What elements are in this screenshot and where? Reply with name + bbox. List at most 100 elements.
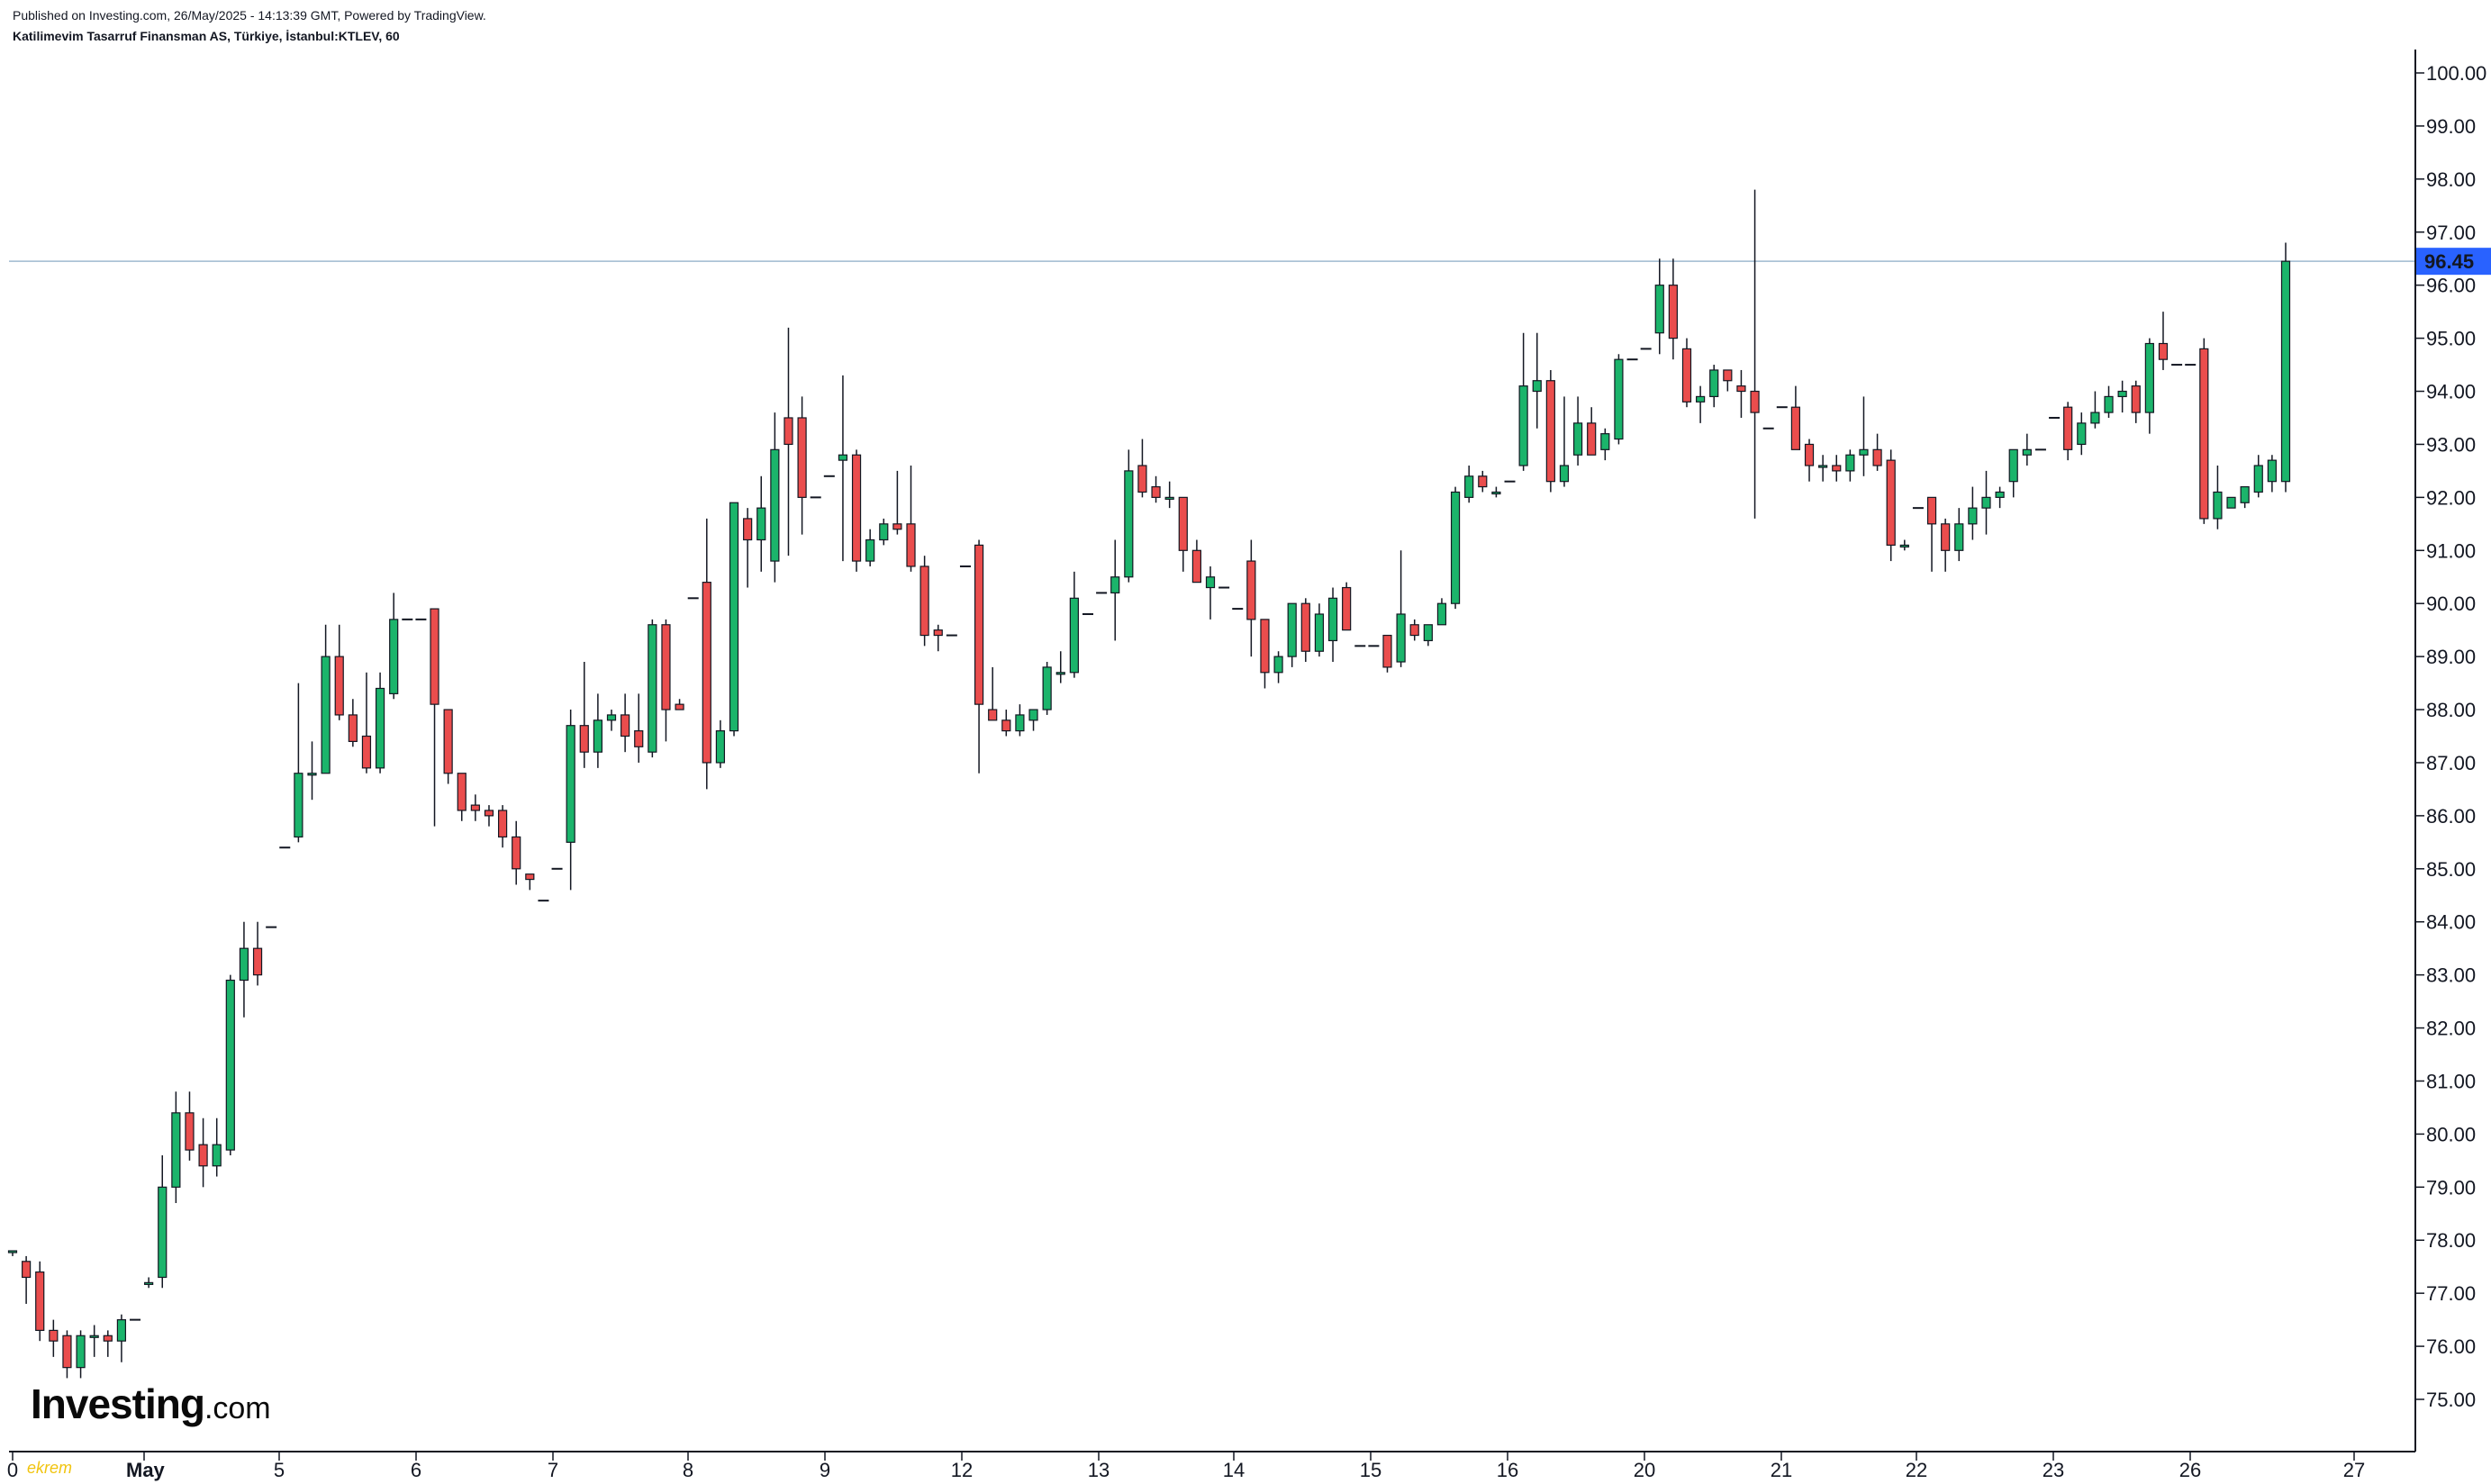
y-tick-label: 85.00	[2426, 858, 2476, 881]
candle-body-down	[1926, 496, 1937, 525]
candle	[634, 693, 644, 763]
candle-body-down	[1178, 496, 1188, 551]
y-tick-label: 84.00	[2426, 911, 2476, 934]
candle-body-up	[1818, 465, 1828, 468]
x-tick-label: 8	[683, 1459, 693, 1481]
candle-body-up	[1518, 385, 1528, 466]
candle	[2267, 455, 2277, 493]
candle-body-up	[593, 719, 602, 753]
candle	[906, 466, 916, 572]
candle	[1001, 710, 1011, 737]
candle	[1110, 539, 1120, 641]
candle	[389, 593, 399, 700]
candle	[1015, 704, 1025, 737]
y-tick-label: 90.00	[2426, 593, 2476, 615]
candle-body-down	[2158, 342, 2169, 360]
candle	[702, 518, 711, 790]
candle	[1396, 550, 1406, 667]
candle	[1191, 539, 1201, 584]
y-tick-label: 88.00	[2426, 699, 2476, 721]
candle-body-up	[321, 656, 331, 774]
candle-body-up	[1436, 602, 1447, 626]
candle	[919, 556, 929, 647]
candle	[675, 699, 684, 710]
candle	[7, 1250, 18, 1256]
candle-body-down	[1260, 619, 1270, 674]
x-tick-label: 13	[1088, 1459, 1110, 1481]
candle	[1314, 603, 1325, 657]
last-price-label: 96.45	[2424, 250, 2474, 273]
candle-body-up	[76, 1335, 86, 1369]
candle-body-down	[1191, 549, 1201, 584]
candle	[1572, 396, 1583, 466]
candle-body-up	[1069, 597, 1079, 674]
candle	[1532, 332, 1542, 429]
candle	[1409, 619, 1419, 641]
candle-body-down	[430, 608, 439, 705]
candle-body-up	[2008, 448, 2018, 483]
candle-body-down	[49, 1329, 59, 1342]
candle	[2158, 312, 2169, 370]
candle	[1518, 332, 1528, 471]
candle	[2240, 485, 2250, 509]
candle-body-down	[919, 566, 929, 637]
x-tick-label: 21	[1771, 1459, 1792, 1481]
candle-body-up	[715, 730, 726, 764]
candle	[1736, 369, 1746, 418]
candle-body-down	[1342, 586, 1352, 631]
candle-body-down	[103, 1335, 113, 1342]
candle-body-down	[906, 523, 916, 567]
candle-body-down	[1723, 369, 1733, 382]
candle-body-down	[1941, 523, 1951, 551]
candle-body-up	[1464, 475, 1474, 498]
candle	[892, 470, 902, 535]
candle-body-up	[158, 1186, 168, 1279]
candle-body-up	[144, 1281, 154, 1285]
candle	[470, 794, 480, 821]
candle	[49, 1319, 59, 1357]
candle-body-up	[1314, 613, 1325, 652]
candle	[1137, 439, 1147, 498]
candle	[1668, 258, 1678, 360]
candle	[1246, 539, 1256, 657]
candle	[76, 1330, 86, 1379]
candle-body-down	[348, 714, 358, 742]
candle-body-down	[851, 454, 862, 562]
candle	[1287, 602, 1297, 667]
candle-body-down	[443, 709, 453, 774]
candle-body-up	[2226, 496, 2236, 509]
candle-body-down	[2199, 348, 2209, 520]
candle-body-up	[294, 773, 303, 838]
candle	[158, 1154, 168, 1289]
candle	[443, 709, 453, 784]
candle	[851, 449, 862, 572]
candle-body-down	[1736, 385, 1746, 393]
y-axis-ticks: 100.00 99.00 98.00 97.00 96.00 95.00 94.00 93.0…	[2415, 62, 2486, 1411]
candle-body-down	[1151, 485, 1161, 498]
candle	[1559, 396, 1570, 487]
y-tick-label: 83.00	[2426, 964, 2476, 987]
candle-body-down	[797, 417, 807, 498]
x-tick-label: 0	[7, 1459, 18, 1481]
candle	[1055, 651, 1065, 683]
candle-body-up	[2280, 260, 2291, 483]
candle	[22, 1255, 32, 1304]
y-tick-label: 91.00	[2426, 539, 2476, 562]
candle-body-down	[470, 804, 480, 811]
candle-body-up	[756, 507, 766, 541]
candle	[430, 608, 439, 827]
candle-body-up	[1205, 576, 1216, 589]
candle	[1872, 433, 1882, 471]
candle	[606, 710, 617, 731]
candle	[1709, 365, 1719, 408]
candle-body-up	[7, 1250, 18, 1253]
candle	[1545, 369, 1555, 493]
published-caption: Published on Investing.com, 26/May/2025 …	[13, 8, 486, 23]
candle-body-up	[1572, 422, 1583, 456]
candle-body-up	[879, 523, 889, 541]
candle-body-down	[457, 773, 466, 811]
candle	[252, 921, 263, 986]
candle	[2280, 242, 2291, 493]
y-tick-label: 95.00	[2426, 328, 2476, 350]
y-tick-label: 98.00	[2426, 168, 2476, 191]
